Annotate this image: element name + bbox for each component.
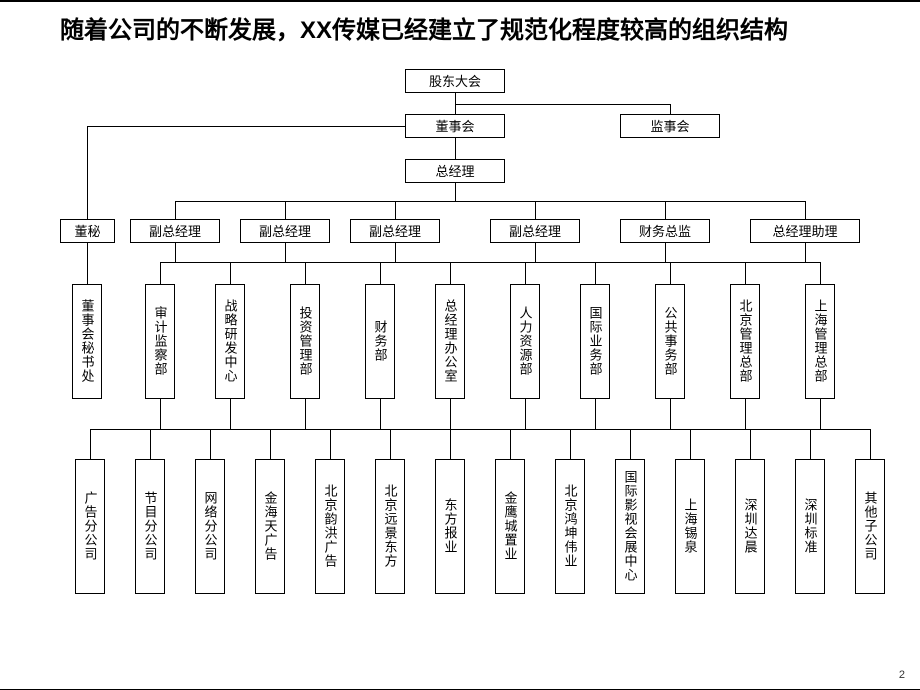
node-invest: 投资管理部 xyxy=(290,284,320,399)
node-supervisory: 监事会 xyxy=(620,114,720,138)
node-shareholders: 股东大会 xyxy=(405,69,505,93)
node-intl: 国际业务部 xyxy=(580,284,610,399)
node-jinying: 金鹰城置业 xyxy=(495,459,525,594)
page-number: 2 xyxy=(899,669,905,681)
node-dgm2: 副总经理 xyxy=(240,219,330,243)
node-hr: 人力资源部 xyxy=(510,284,540,399)
node-other: 其他子公司 xyxy=(855,459,885,594)
node-public: 公共事务部 xyxy=(655,284,685,399)
node-audit: 审计监察部 xyxy=(145,284,175,399)
node-yuanjing: 北京远景东方 xyxy=(375,459,405,594)
node-dachen: 深圳达晨 xyxy=(735,459,765,594)
node-xiquan: 上海锡泉 xyxy=(675,459,705,594)
node-assistant: 总经理助理 xyxy=(750,219,860,243)
node-finance: 财务部 xyxy=(365,284,395,399)
node-yunhong: 北京韵洪广告 xyxy=(315,459,345,594)
node-dgm3: 副总经理 xyxy=(350,219,440,243)
page-title: 随着公司的不断发展，XX传媒已经建立了规范化程度较高的组织结构 xyxy=(0,2,920,54)
node-program-co: 节目分公司 xyxy=(135,459,165,594)
org-chart: 股东大会 董事会 监事会 总经理 董秘 副总经理 副总经理 副总经理 副总经理 … xyxy=(0,54,920,640)
node-expo: 国际影视会展中心 xyxy=(615,459,645,594)
node-network-co: 网络分公司 xyxy=(195,459,225,594)
node-gm-office: 总经理办公室 xyxy=(435,284,465,399)
node-dgm1: 副总经理 xyxy=(130,219,220,243)
node-board: 董事会 xyxy=(405,114,505,138)
node-biaozhun: 深圳标准 xyxy=(795,459,825,594)
node-ad-co: 广告分公司 xyxy=(75,459,105,594)
node-bj-hq: 北京管理总部 xyxy=(730,284,760,399)
node-gm: 总经理 xyxy=(405,159,505,183)
node-dgm4: 副总经理 xyxy=(490,219,580,243)
node-board-sec: 董事会秘书处 xyxy=(72,284,102,399)
node-jinhaitian: 金海天广告 xyxy=(255,459,285,594)
node-strategy: 战略研发中心 xyxy=(215,284,245,399)
node-cfo: 财务总监 xyxy=(620,219,710,243)
node-baoye: 东方报业 xyxy=(435,459,465,594)
node-hongkun: 北京鸿坤伟业 xyxy=(555,459,585,594)
node-secretary: 董秘 xyxy=(60,219,115,243)
node-sh-hq: 上海管理总部 xyxy=(805,284,835,399)
